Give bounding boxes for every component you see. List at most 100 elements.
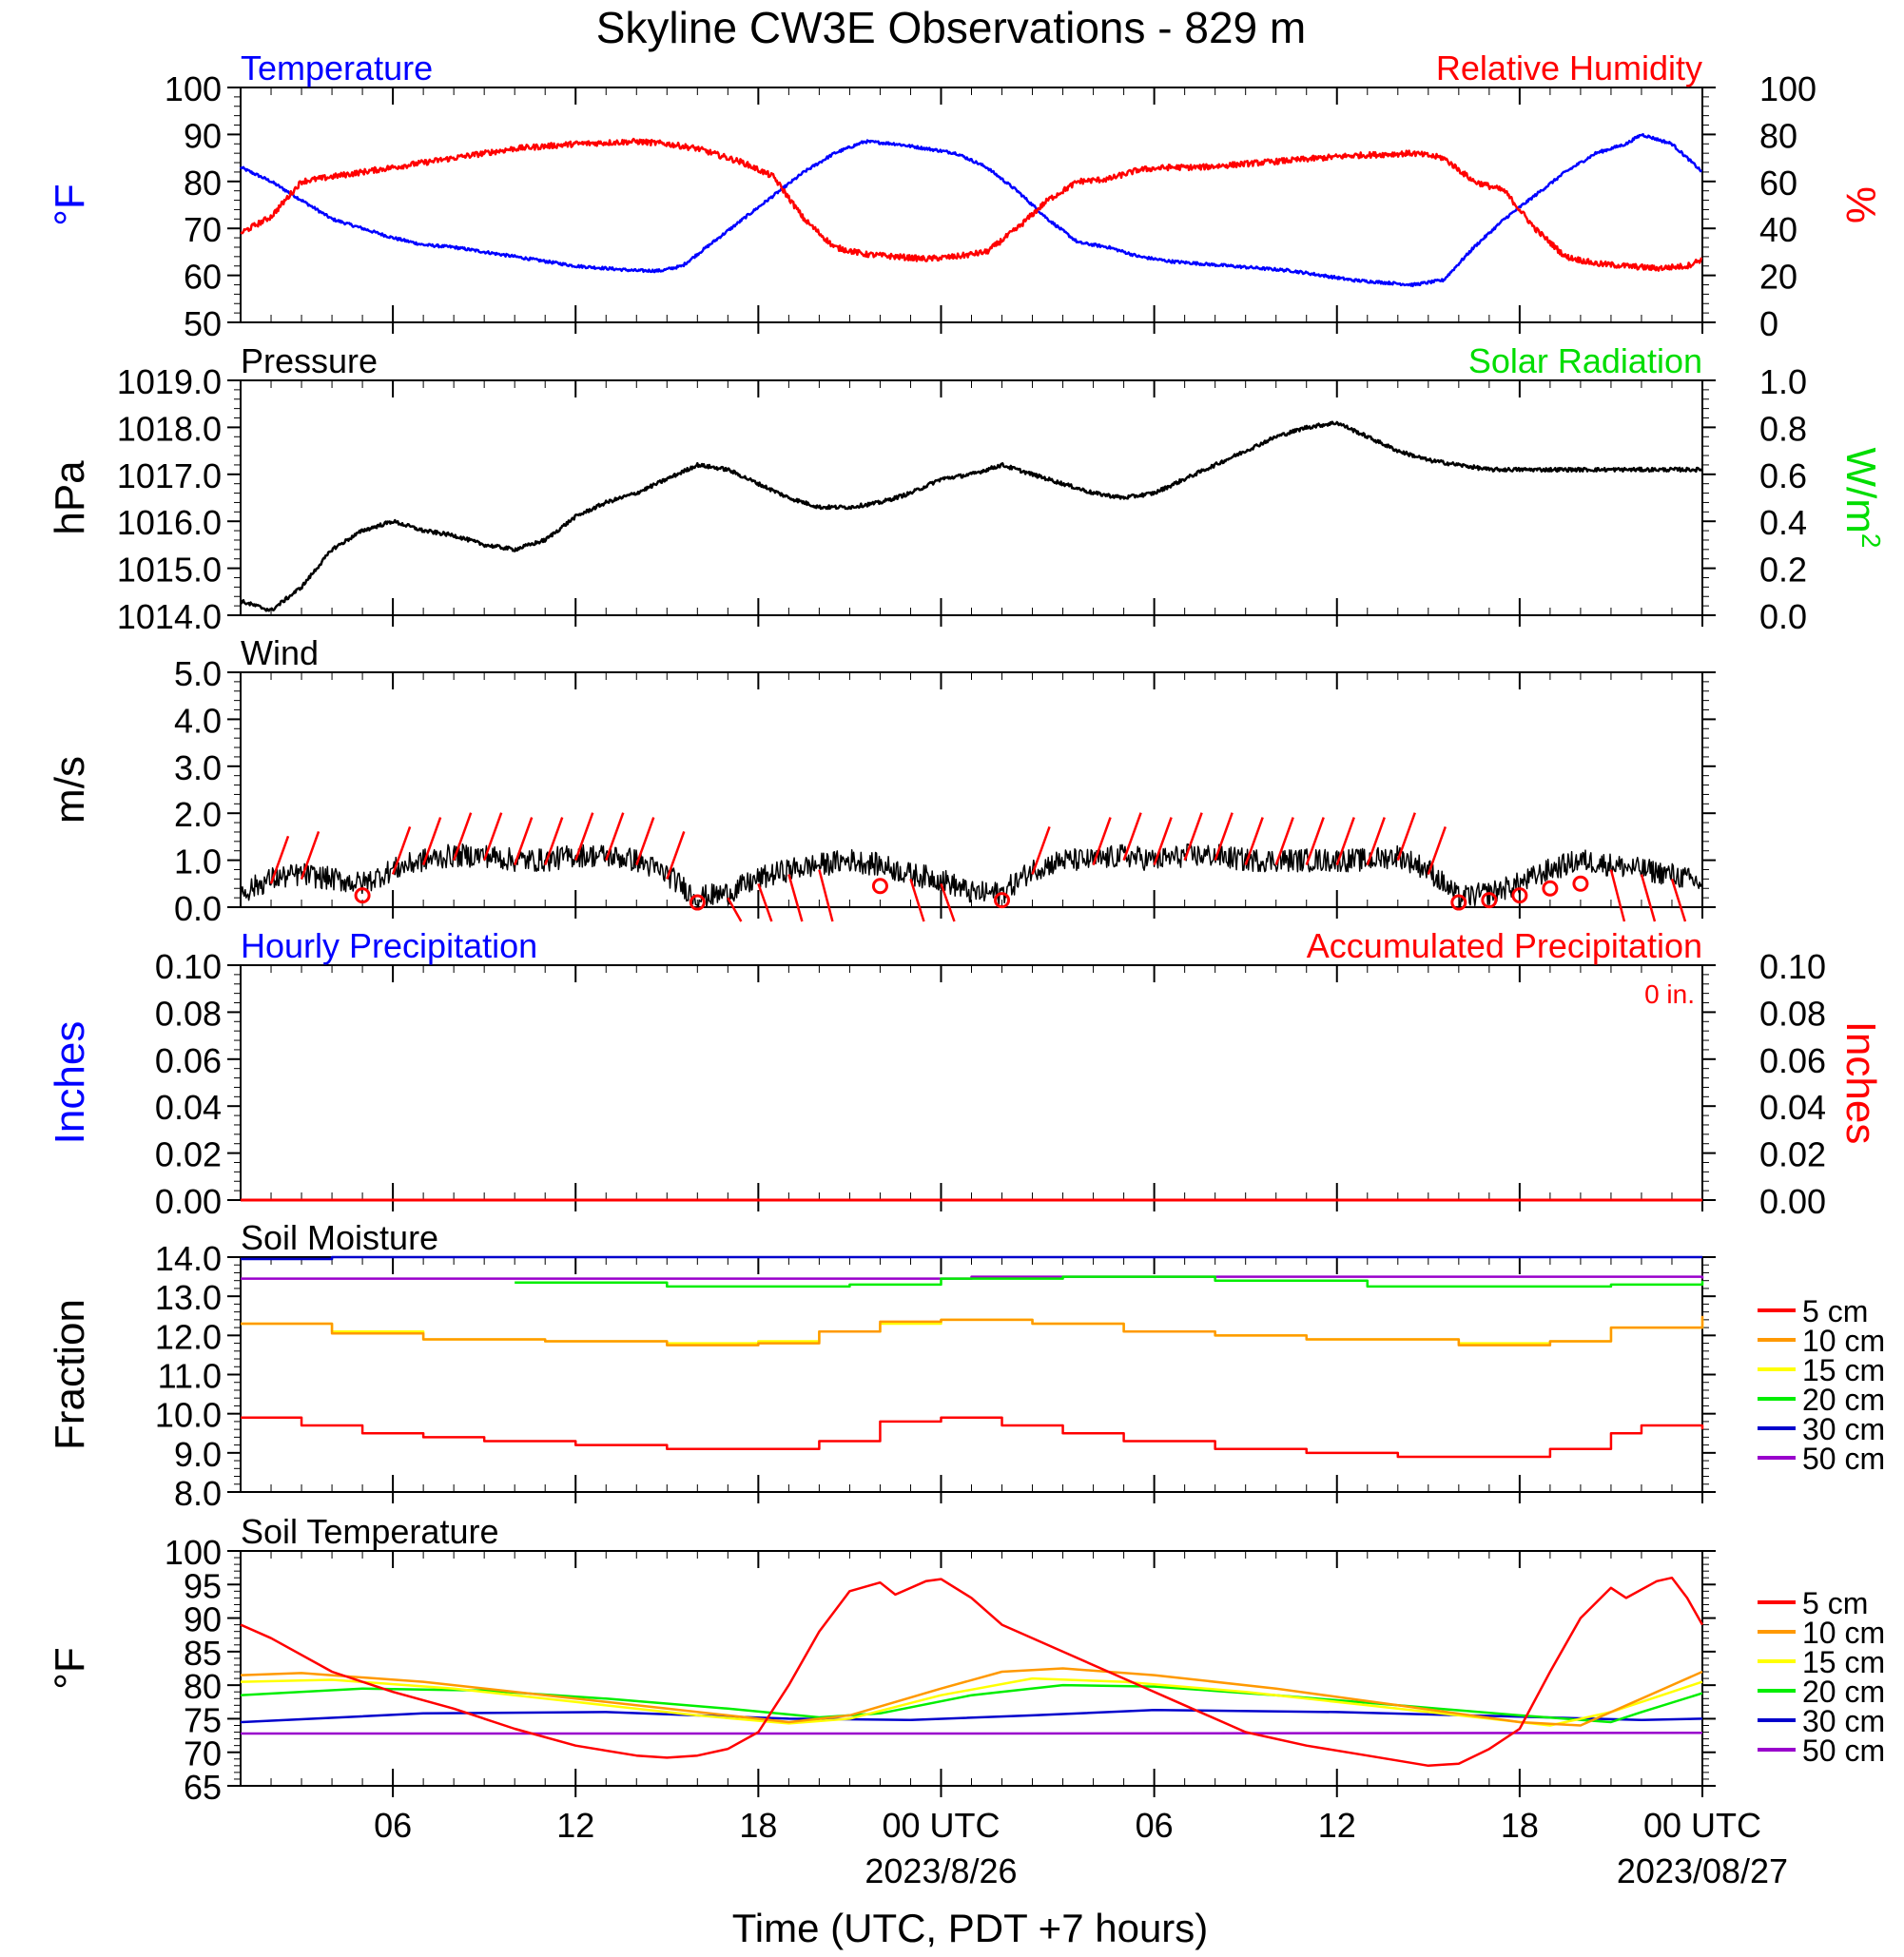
wind-calm-marker bbox=[994, 892, 1011, 909]
y-tick-label-left: 0.10 bbox=[155, 947, 222, 986]
legend-label: 50 cm bbox=[1802, 1442, 1885, 1476]
series-line-pressure bbox=[239, 420, 1703, 612]
wind-barb bbox=[818, 869, 834, 922]
y-axis-label-left: °F bbox=[47, 184, 93, 225]
wind-barb bbox=[1609, 869, 1626, 922]
y-tick-label-right: 100 bbox=[1759, 69, 1817, 108]
x-tick-label: 06 bbox=[1136, 1806, 1174, 1845]
y-tick-label-left: 70 bbox=[184, 1734, 222, 1773]
wind-barb bbox=[940, 882, 956, 922]
wind-barb bbox=[1305, 817, 1325, 866]
y-tick-label-left: 0.02 bbox=[155, 1135, 222, 1174]
x-tick-label: 12 bbox=[1318, 1806, 1356, 1845]
wind-barb bbox=[1122, 812, 1142, 862]
y-tick-label-left: 90 bbox=[184, 116, 222, 155]
series-line-30cm bbox=[241, 1255, 1702, 1261]
y-tick-label-left: 1016.0 bbox=[117, 503, 222, 542]
panel-title-right: Solar Radiation bbox=[1468, 341, 1702, 380]
wind-calm-marker bbox=[689, 894, 706, 911]
wind-barb bbox=[1274, 817, 1294, 866]
wind-barb bbox=[605, 812, 625, 862]
legend-label: 20 cm bbox=[1802, 1675, 1885, 1709]
y-tick-label-left: 100 bbox=[165, 69, 222, 108]
wind-barb bbox=[514, 817, 534, 866]
wind-barb bbox=[482, 812, 503, 862]
y-tick-label-left: 5.0 bbox=[174, 654, 222, 693]
y-tick-label-left: 80 bbox=[184, 1667, 222, 1706]
series-line-10cm bbox=[241, 1315, 1704, 1347]
y-tick-label-right: 0.6 bbox=[1759, 456, 1807, 495]
y-tick-label-left: 80 bbox=[184, 164, 222, 203]
x-tick-label: 06 bbox=[374, 1806, 412, 1845]
legend-label: 15 cm bbox=[1802, 1353, 1885, 1387]
y-axis-label-right: W/m2 bbox=[1837, 448, 1886, 549]
y-axis-label-left: Inches bbox=[47, 1021, 93, 1145]
legend-label: 15 cm bbox=[1802, 1645, 1885, 1679]
y-tick-label-left: 70 bbox=[184, 210, 222, 249]
series-line-temperature bbox=[239, 132, 1703, 288]
legend-label: 50 cm bbox=[1802, 1734, 1885, 1768]
precip-total-annotation: 0 in. bbox=[1644, 979, 1695, 1009]
y-tick-label-right: 0.0 bbox=[1759, 597, 1807, 636]
panel-title-left: Soil Moisture bbox=[241, 1218, 438, 1257]
y-tick-label-left: 1017.0 bbox=[117, 456, 222, 495]
wind-barb bbox=[1427, 826, 1447, 875]
wind-calm-marker bbox=[871, 878, 888, 895]
y-tick-label-left: 60 bbox=[184, 258, 222, 297]
wind-barb bbox=[757, 882, 773, 922]
wind-calm-marker bbox=[1481, 892, 1498, 909]
y-tick-label-left: 0.0 bbox=[174, 889, 222, 928]
y-tick-label-right: 0.02 bbox=[1759, 1135, 1826, 1174]
y-axis-label-left: hPa bbox=[47, 460, 93, 535]
panel-title-left: Hourly Precipitation bbox=[241, 926, 537, 965]
y-tick-label-right: 0.10 bbox=[1759, 947, 1826, 986]
y-tick-label-left: 10.0 bbox=[155, 1396, 222, 1435]
y-tick-label-right: 20 bbox=[1759, 258, 1797, 297]
wind-barb bbox=[1153, 817, 1173, 866]
panel-title-left: Wind bbox=[241, 633, 319, 672]
y-tick-label-left: 4.0 bbox=[174, 701, 222, 740]
y-tick-label-right: 0.08 bbox=[1759, 994, 1826, 1033]
wind-barb bbox=[421, 817, 442, 866]
y-tick-label-left: 95 bbox=[184, 1566, 222, 1605]
series-line-5cm bbox=[241, 1416, 1704, 1459]
y-tick-label-right: 1.0 bbox=[1759, 362, 1807, 401]
y-tick-label-left: 0.08 bbox=[155, 994, 222, 1033]
y-tick-label-left: 9.0 bbox=[174, 1435, 222, 1474]
legend-label: 30 cm bbox=[1802, 1704, 1885, 1738]
panel-title-right: Accumulated Precipitation bbox=[1307, 926, 1702, 965]
wind-barb bbox=[574, 812, 594, 862]
y-tick-label-left: 14.0 bbox=[155, 1239, 222, 1278]
chart-title: Skyline CW3E Observations - 829 m bbox=[596, 3, 1307, 52]
y-axis-label-right: % bbox=[1837, 186, 1884, 223]
wind-barb bbox=[1031, 826, 1051, 875]
y-tick-label-left: 75 bbox=[184, 1700, 222, 1739]
y-tick-label-right: 0 bbox=[1759, 304, 1778, 343]
x-tick-label: 18 bbox=[739, 1806, 777, 1845]
legend-label: 20 cm bbox=[1802, 1383, 1885, 1417]
y-tick-label-left: 50 bbox=[184, 304, 222, 343]
legend-label: 30 cm bbox=[1802, 1412, 1885, 1446]
y-tick-label-right: 40 bbox=[1759, 210, 1797, 249]
y-axis-label-left: °F bbox=[47, 1647, 93, 1689]
wind-calm-marker bbox=[1511, 887, 1528, 904]
wind-barb bbox=[787, 874, 804, 922]
y-tick-label-left: 11.0 bbox=[158, 1357, 222, 1396]
y-tick-label-left: 90 bbox=[184, 1600, 222, 1639]
wind-calm-marker bbox=[1450, 894, 1467, 911]
series-line-20cm bbox=[515, 1275, 1704, 1289]
wind-barb bbox=[635, 817, 655, 866]
series-line-5cm bbox=[240, 1576, 1704, 1768]
x-tick-label: 00 UTC bbox=[882, 1806, 1000, 1845]
wind-barb bbox=[452, 812, 473, 862]
wind-barb bbox=[1092, 817, 1112, 866]
series-line-10cm bbox=[240, 1667, 1703, 1727]
panel-pressure: 1014.0 1015.0 1016.0 1017.0 1018.0 1019.0 0.0 0… bbox=[47, 341, 1886, 636]
y-tick-label-left: 1015.0 bbox=[117, 551, 222, 590]
wind-barb bbox=[1640, 874, 1657, 922]
y-axis-label-left: m/s bbox=[47, 756, 93, 823]
wind-barb bbox=[727, 897, 743, 922]
y-tick-label-left: 1014.0 bbox=[117, 597, 222, 636]
